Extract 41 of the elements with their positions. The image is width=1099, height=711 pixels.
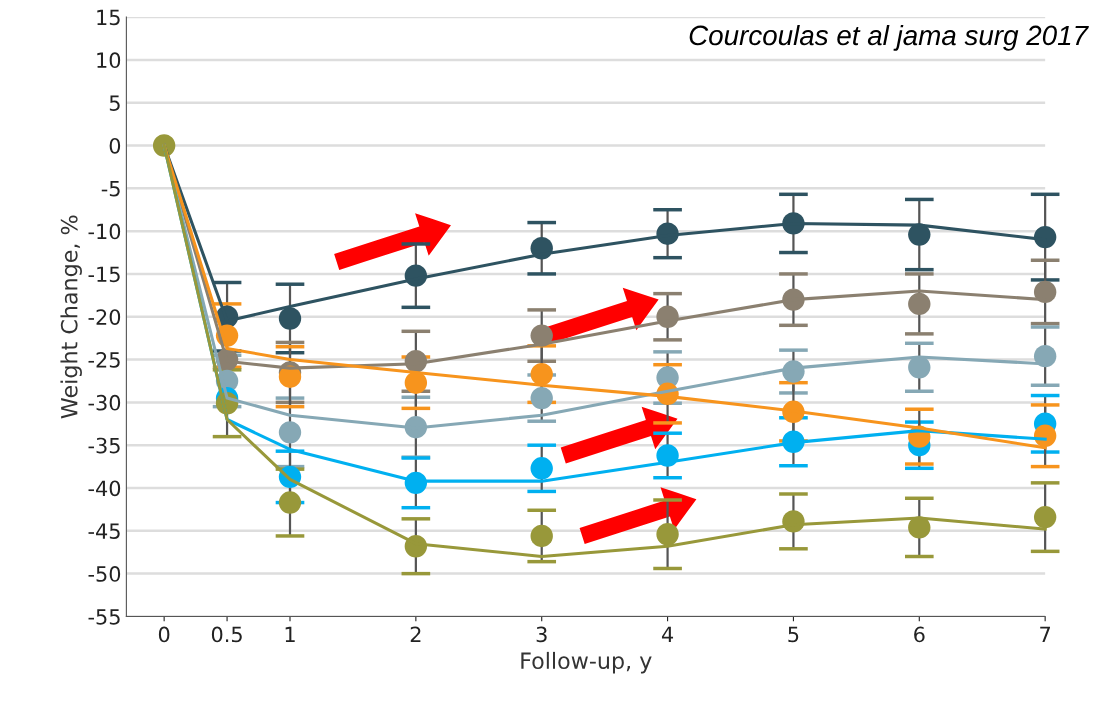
y-tick-label: -5 xyxy=(101,181,120,197)
point xyxy=(278,307,302,330)
point xyxy=(530,386,553,410)
point xyxy=(1033,505,1057,529)
x-tick-label: 1 xyxy=(285,626,295,642)
point xyxy=(278,421,302,444)
x-tick-label: 2 xyxy=(410,626,421,642)
y-tick-label: -50 xyxy=(88,566,121,582)
x-tick-label: 0.5 xyxy=(211,626,242,643)
point xyxy=(1033,280,1057,304)
annotation: Courcoulas et al jama surg 2017 xyxy=(689,24,1089,51)
point xyxy=(404,371,428,394)
y-axis-title: Weight Change, % xyxy=(60,215,82,419)
y-tick-label: -25 xyxy=(88,352,120,368)
y-tick-label: -20 xyxy=(88,309,121,325)
x-tick-label: 4 xyxy=(661,626,674,642)
y-tick-label: 10 xyxy=(97,52,121,69)
point xyxy=(530,362,553,386)
x-tick-label: 7 xyxy=(1040,626,1050,642)
point xyxy=(278,491,302,514)
x-tick-label: 0 xyxy=(158,626,170,643)
y-tick-label: -55 xyxy=(88,609,120,625)
point xyxy=(908,356,931,379)
y-tick-label: -40 xyxy=(88,480,121,497)
point xyxy=(656,523,679,546)
x-tick-label: 5 xyxy=(788,626,799,643)
x-tick-label: 6 xyxy=(914,626,925,643)
point xyxy=(530,524,553,548)
point xyxy=(530,457,553,480)
point xyxy=(908,292,931,316)
y-tick-label: 5 xyxy=(109,95,120,111)
x-axis-title: Follow-up, y xyxy=(521,651,652,674)
x-tick-label: 3 xyxy=(536,626,547,643)
y-tick-label: -10 xyxy=(88,223,121,240)
y-tick-label: 15 xyxy=(97,9,120,26)
y-tick-label: -15 xyxy=(88,266,120,283)
y-tick-label: -35 xyxy=(88,437,120,454)
y-tick-label: -30 xyxy=(88,394,121,411)
point xyxy=(1033,344,1057,368)
y-tick-label: -45 xyxy=(88,523,120,540)
y-tick-label: 0 xyxy=(109,137,121,154)
